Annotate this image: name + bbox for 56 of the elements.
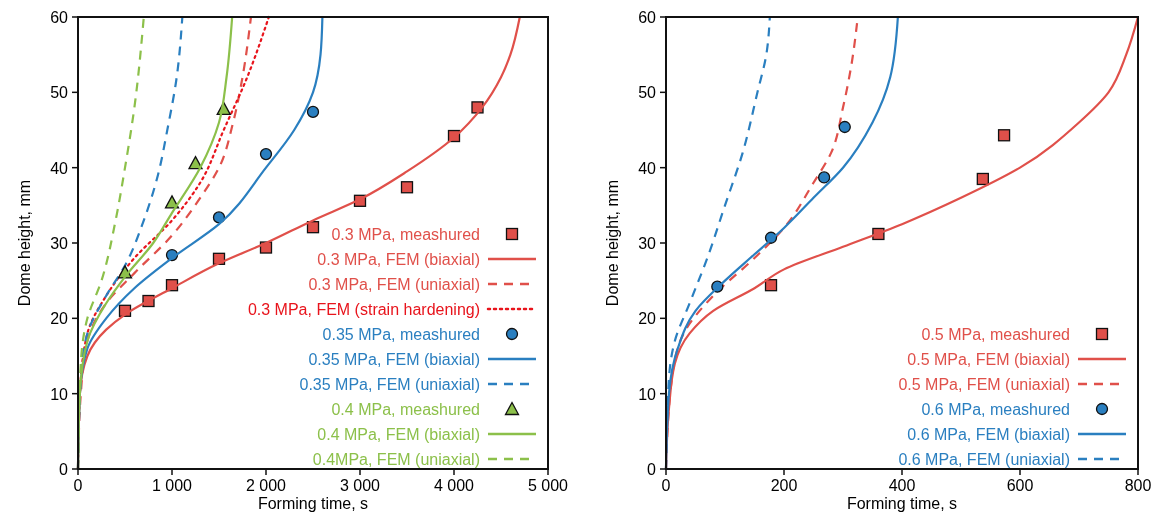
- y-tick-label: 40: [50, 159, 69, 177]
- y-tick-label: 50: [638, 84, 657, 102]
- point: [764, 279, 778, 292]
- x-tick-label: 0: [661, 477, 671, 494]
- x-axis-title: Forming time, s: [257, 495, 369, 512]
- legend-label: 0.3 MPa, meashured: [331, 226, 480, 243]
- y-tick-label: 0: [647, 461, 657, 478]
- legend-label: 0.4MPa, FEM (uniaxial): [312, 451, 480, 468]
- y-tick-label: 10: [638, 385, 657, 403]
- point: [188, 156, 203, 170]
- y-tick-label: 60: [50, 9, 69, 26]
- legend-label: 0.35 MPa, meashured: [322, 326, 480, 343]
- point: [400, 181, 414, 194]
- point: [306, 105, 320, 119]
- x-tick-label: 600: [1006, 477, 1034, 494]
- y-tick-label: 30: [50, 235, 69, 252]
- legend-label: 0.5 MPa, meashured: [921, 326, 1070, 343]
- x-tick-label: 4 000: [433, 477, 475, 494]
- x-tick-label: 5 000: [527, 477, 569, 494]
- y-tick-label: 40: [638, 159, 657, 177]
- x-tick-label: 0: [73, 477, 83, 494]
- legend-label: 0.5 MPa, FEM (uniaxial): [898, 376, 1070, 393]
- x-tick-label: 1 000: [151, 477, 193, 494]
- y-axis-title: Dome height, mm: [16, 179, 33, 307]
- point: [817, 171, 831, 184]
- point: [838, 120, 851, 134]
- y-axis-title: Dome height, mm: [604, 179, 621, 307]
- x-axis-title: Forming time, s: [846, 495, 958, 512]
- x-tick-label: 3 000: [339, 477, 381, 494]
- legend-label: 0.3 MPa, FEM (biaxial): [317, 251, 480, 268]
- point: [471, 101, 484, 114]
- x-tick-label: 2 000: [245, 477, 287, 494]
- legend-label: 0.4 MPa, FEM (biaxial): [317, 426, 480, 443]
- legend-label: 0.3 MPa, FEM (uniaxial): [308, 276, 480, 293]
- x-tick-label: 800: [1124, 477, 1152, 494]
- legend-label: 0.6 MPa, FEM (uniaxial): [898, 451, 1070, 468]
- x-tick-label: 400: [888, 477, 916, 494]
- point: [997, 129, 1011, 142]
- y-tick-label: 10: [50, 385, 69, 403]
- y-tick-label: 20: [50, 310, 69, 328]
- x-tick-label: 200: [770, 477, 798, 494]
- legend-label: 0.6 MPa, FEM (biaxial): [907, 426, 1070, 443]
- point: [976, 172, 989, 186]
- y-tick-label: 0: [59, 461, 69, 478]
- y-tick-label: 60: [638, 9, 657, 26]
- legend-label: 0.3 MPa, FEM (strain hardening): [247, 301, 480, 318]
- y-tick-label: 20: [638, 310, 657, 328]
- legend-label: 0.4 MPa, meashured: [331, 401, 480, 418]
- legend-label: 0.35 MPa, FEM (biaxial): [308, 351, 480, 368]
- point: [117, 265, 133, 279]
- point: [259, 147, 273, 161]
- y-tick-label: 50: [50, 84, 69, 102]
- y-tick-label: 30: [638, 235, 657, 252]
- legend-label: 0.35 MPa, FEM (uniaxial): [299, 376, 480, 393]
- legend-label: 0.6 MPa, meashured: [921, 401, 1070, 418]
- legend-label: 0.5 MPa, FEM (biaxial): [907, 351, 1070, 368]
